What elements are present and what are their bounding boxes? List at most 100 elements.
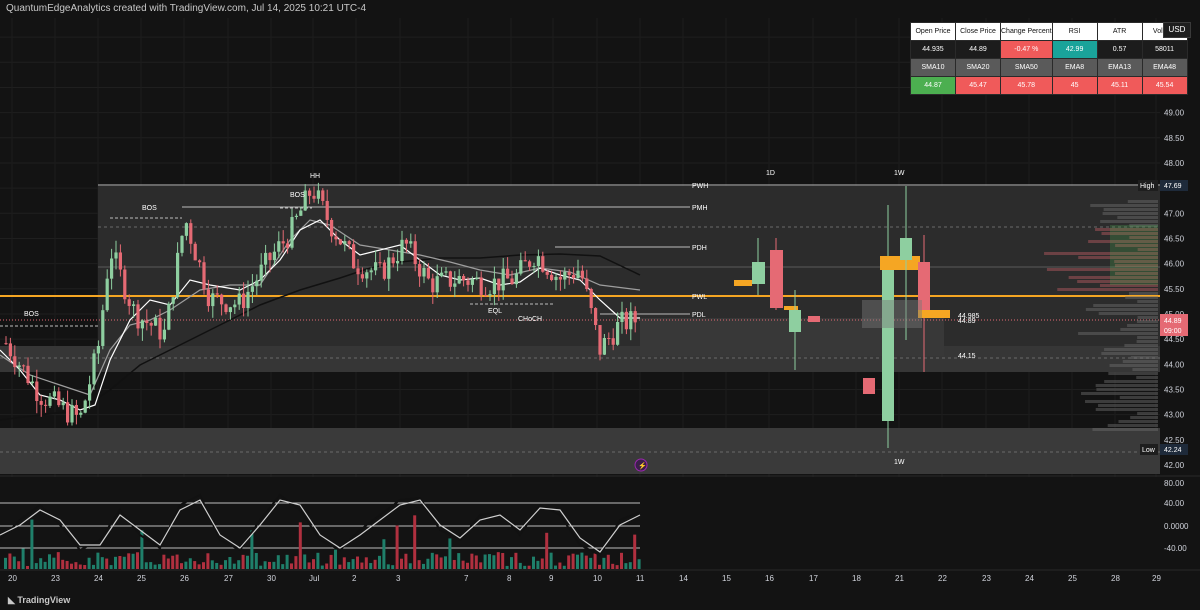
candle-body <box>514 273 518 285</box>
candle-body <box>453 283 457 287</box>
profile-bar <box>1099 284 1158 287</box>
candle-body <box>277 241 281 252</box>
osc-bar <box>43 561 47 569</box>
candle-body <box>554 276 558 281</box>
osc-bar <box>408 563 412 569</box>
info-cell: EMA13 <box>1096 58 1143 77</box>
time-tick: 14 <box>679 574 688 583</box>
candle-body <box>228 307 232 313</box>
osc-bar <box>514 552 518 569</box>
price-tick: 44.50 <box>1164 335 1185 344</box>
profile-bar <box>1104 380 1158 383</box>
time-tick: 10 <box>593 574 602 583</box>
time-tick: 18 <box>852 574 861 583</box>
candle-body <box>594 308 598 326</box>
osc-bar <box>166 558 170 569</box>
osc-bar <box>364 557 368 569</box>
candle-body <box>629 311 633 330</box>
profile-bar <box>1108 372 1158 375</box>
candle-body <box>492 278 496 295</box>
profile-bar <box>1120 328 1158 331</box>
profile-highlight <box>1110 225 1158 285</box>
candle-body <box>88 384 92 401</box>
osc-bar <box>149 562 153 569</box>
candle-body <box>558 276 562 280</box>
candle-body <box>532 265 536 267</box>
osc-bar <box>386 564 390 569</box>
profile-bar <box>1115 244 1158 247</box>
osc-bar <box>92 564 95 569</box>
candle-body <box>96 345 100 354</box>
candle-body <box>52 391 56 397</box>
chart-header: QuantumEdgeAnalytics created with Tradin… <box>0 0 1200 18</box>
candle-body <box>193 243 197 261</box>
profile-bar <box>1127 200 1158 203</box>
demand-zone <box>0 428 1160 474</box>
daily-label: 1D <box>766 170 775 177</box>
osc-bar <box>118 556 122 569</box>
currency-button[interactable]: USD <box>1163 22 1191 38</box>
profile-bar <box>1090 204 1158 207</box>
candle-body <box>536 256 540 266</box>
candle-body <box>118 252 122 270</box>
osc-bar <box>171 555 175 569</box>
osc-bar <box>334 549 337 569</box>
candle-body <box>17 365 21 368</box>
price-tick: 48.00 <box>1164 159 1185 168</box>
price-tick: 48.50 <box>1164 134 1185 143</box>
profile-bar <box>1128 292 1158 295</box>
candle-body <box>242 293 246 309</box>
candle-body <box>162 329 166 340</box>
profile-bar <box>1137 412 1158 415</box>
profile-bar <box>1109 364 1158 367</box>
weekly-label-top: 1W <box>894 170 905 177</box>
osc-bar <box>457 553 461 569</box>
candle-body <box>567 271 571 275</box>
svg-text:44.89: 44.89 <box>1164 318 1182 325</box>
profile-bar <box>1077 280 1158 283</box>
osc-bar <box>114 556 117 569</box>
tradingview-logo[interactable]: ◣ TradingView <box>8 595 71 605</box>
osc-bar <box>554 565 557 569</box>
price-chart[interactable]: 50.5050.0049.5049.0048.5048.0047.5047.00… <box>0 18 1200 591</box>
osc-bar <box>373 559 377 569</box>
lightning-glyph[interactable]: ⚡ <box>638 461 647 470</box>
candle-body <box>290 216 294 248</box>
profile-bar <box>1092 428 1158 431</box>
osc-bar <box>483 554 487 569</box>
candle-body <box>35 381 39 402</box>
osc-bar <box>356 556 359 569</box>
osc-bar <box>290 563 293 569</box>
profile-bar <box>1119 396 1158 399</box>
profile-bar <box>1130 416 1158 419</box>
osc-bar <box>325 563 329 569</box>
profile-bar <box>1132 368 1158 371</box>
profile-bar <box>1102 212 1158 215</box>
time-tick: 24 <box>1025 574 1034 583</box>
candle-body <box>215 293 219 295</box>
candle-body <box>250 286 254 292</box>
profile-bar <box>1101 352 1158 355</box>
candle-body <box>171 297 175 304</box>
candle-body <box>444 271 448 273</box>
osc-bar <box>48 554 51 569</box>
osc-bar <box>505 565 509 569</box>
osc-bar <box>250 530 254 569</box>
osc-bar <box>303 554 307 569</box>
osc-bar <box>4 557 7 569</box>
svg-text:09:00: 09:00 <box>1164 328 1182 335</box>
candle-body <box>136 304 140 329</box>
osc-bar <box>400 558 403 569</box>
profile-bar <box>1137 336 1158 339</box>
candle-body <box>501 268 505 291</box>
time-tick: 23 <box>982 574 991 583</box>
osc-bar <box>417 560 421 569</box>
info-cell: 45 <box>1051 76 1098 95</box>
candle-body <box>585 278 589 290</box>
candle-body <box>140 320 144 329</box>
osc-bar <box>549 552 553 569</box>
osc-bar <box>496 552 500 569</box>
profile-bar <box>1078 256 1158 259</box>
profile-bar <box>1129 236 1158 239</box>
osc-bar <box>294 556 298 569</box>
